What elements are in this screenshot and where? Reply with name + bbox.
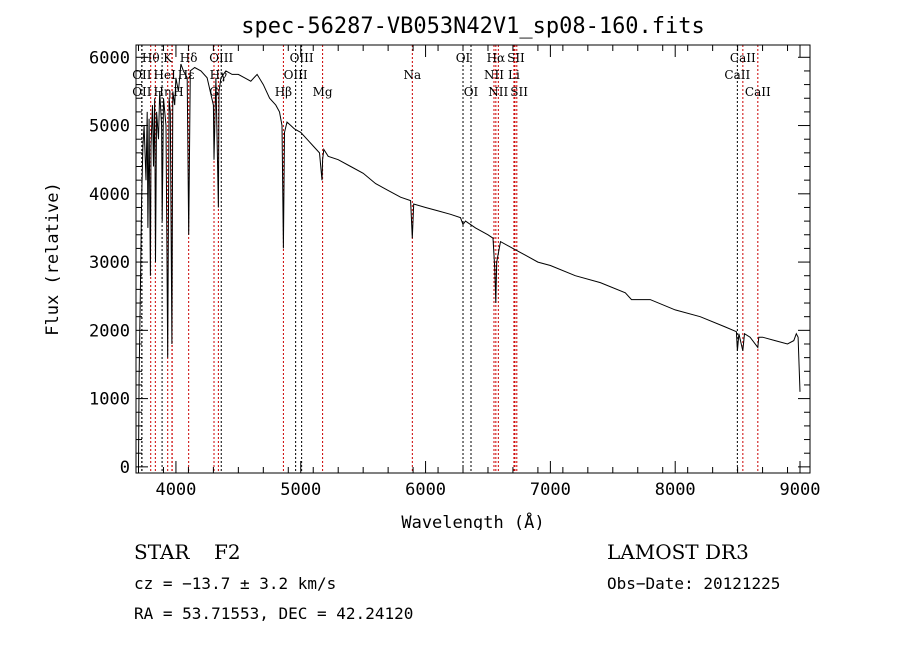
object-subclass: F2 (214, 540, 241, 564)
x-tick-label: 7000 (530, 480, 571, 500)
spectral-line-label: Hα (487, 51, 506, 65)
spectral-line-label: SII (507, 51, 525, 65)
spectral-line-label: NII (484, 68, 504, 82)
spectral-line-label: Hε (178, 68, 195, 82)
x-tick-label: 4000 (155, 480, 196, 500)
spectral-line-label: Hβ (275, 85, 292, 99)
survey-name: LAMOST DR3 (607, 540, 749, 564)
ra-dec: RA = 53.71553, DEC = 42.24120 (134, 604, 414, 623)
spectral-line-label: OII (132, 68, 152, 82)
y-tick-label: 1000 (89, 390, 130, 410)
chart-title: spec-56287-VB053N42V1_sp08-160.fits (241, 14, 705, 39)
spectral-line-label: G (209, 85, 219, 99)
spectral-line-label: OIII (284, 68, 308, 82)
object-class: STAR (134, 540, 190, 564)
x-tick-label: 9000 (780, 480, 821, 500)
y-tick-label: 0 (120, 458, 130, 478)
spectral-line-label: OII (132, 85, 152, 99)
spectral-line-label: CaII (745, 85, 771, 99)
y-tick-label: 3000 (89, 253, 130, 273)
spectral-line-label: OIII (209, 51, 233, 65)
spectral-line-label: Li (508, 68, 520, 82)
spectral-line-label: NII (488, 85, 508, 99)
x-tick-label: 5000 (280, 480, 321, 500)
y-tick-label: 4000 (89, 185, 130, 205)
spectral-line-label: Hθ (142, 51, 160, 65)
y-tick-label: 6000 (89, 48, 130, 68)
spectrum-line (138, 63, 801, 467)
spectrum-chart: spec-56287-VB053N42V1_sp08-160.fits Wave… (43, 14, 821, 533)
spectral-line-label: OI (456, 51, 471, 65)
spectral-line-label: Hη (154, 85, 172, 99)
y-tick-label: 2000 (89, 321, 130, 341)
spectral-line-label: OI (464, 85, 479, 99)
x-axis-label: Wavelength (Å) (401, 511, 544, 530)
spectral-line-label: CaII (724, 68, 750, 82)
obs-date: Obs−Date: 20121225 (607, 574, 781, 593)
x-tick-label: 8000 (655, 480, 696, 500)
spectral-line-label: CaII (730, 51, 756, 65)
spectral-line-label: Hδ (180, 51, 198, 65)
y-axis-label: Flux (relative) (43, 182, 63, 336)
spectral-line-label: SII (510, 85, 528, 99)
spectral-line-label: Na (404, 68, 422, 82)
plot-frame (135, 44, 811, 474)
spectral-line-label: H (173, 85, 183, 99)
x-tick-label: 6000 (405, 480, 446, 500)
spectral-line-label: Mg (313, 85, 333, 99)
spectral-line-label: OIII (290, 51, 314, 65)
spectral-line-label: HeI (154, 68, 177, 82)
spectral-line-label: K (163, 51, 173, 65)
redshift-cz: cz = −13.7 ± 3.2 km/s (134, 574, 337, 593)
y-tick-label: 5000 (89, 117, 130, 137)
spectral-line-label: Hγ (210, 68, 228, 82)
